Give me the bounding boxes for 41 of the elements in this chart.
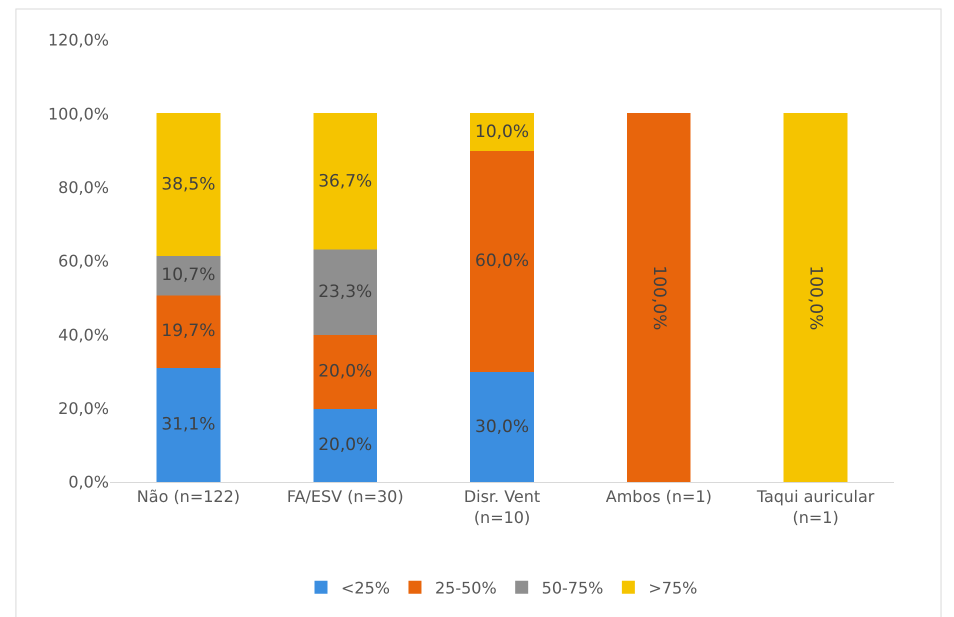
data-label: 31,1% [161, 414, 216, 435]
y-tick-label: 60,0% [58, 252, 109, 271]
legend-label: >75% [648, 578, 698, 598]
data-label: 20,0% [318, 435, 372, 456]
data-label: 19,7% [161, 321, 216, 342]
data-label: 23,3% [318, 282, 372, 302]
y-tick-label: 20,0% [58, 398, 109, 418]
data-label: 10,7% [161, 265, 216, 286]
legend-label: <25% [341, 578, 390, 598]
data-label: 36,7% [318, 171, 372, 192]
bar [470, 371, 534, 482]
bar [313, 248, 378, 336]
data-label: 38,5% [161, 174, 216, 195]
bar [156, 366, 220, 482]
legend-label: 50-75% [542, 578, 604, 598]
data-label: 60,0% [474, 251, 530, 271]
y-tick-label: 120,0% [48, 30, 109, 50]
data-label: 20,0% [318, 362, 372, 382]
data-label: 100,0% [806, 265, 826, 330]
x-tick-label: Taqui auricular (n=1) [756, 487, 875, 527]
bar [313, 113, 378, 250]
bar [156, 294, 220, 368]
data-label: 100,0% [648, 265, 669, 330]
bar [156, 113, 220, 256]
data-label: 10,0% [474, 122, 530, 142]
y-tick-label: 100,0% [48, 104, 109, 124]
x-tick-label: Disr. Vent (n=10) [464, 487, 540, 527]
bar [470, 113, 534, 151]
x-tick-label: Ambos (n=1) [606, 487, 712, 506]
bar [470, 150, 534, 372]
legend-label: 25-50% [434, 578, 497, 598]
data-label: 30,0% [474, 416, 530, 437]
bar [313, 334, 378, 409]
bar [313, 408, 378, 482]
y-tick-label: 0,0% [68, 472, 109, 492]
x-tick-label: FA/ESV (n=30) [286, 487, 404, 506]
y-tick-label: 80,0% [58, 178, 109, 197]
y-tick-label: 40,0% [58, 325, 109, 344]
x-tick-label: Não (n=122) [136, 487, 240, 506]
bar [626, 113, 691, 482]
bar [784, 113, 848, 482]
